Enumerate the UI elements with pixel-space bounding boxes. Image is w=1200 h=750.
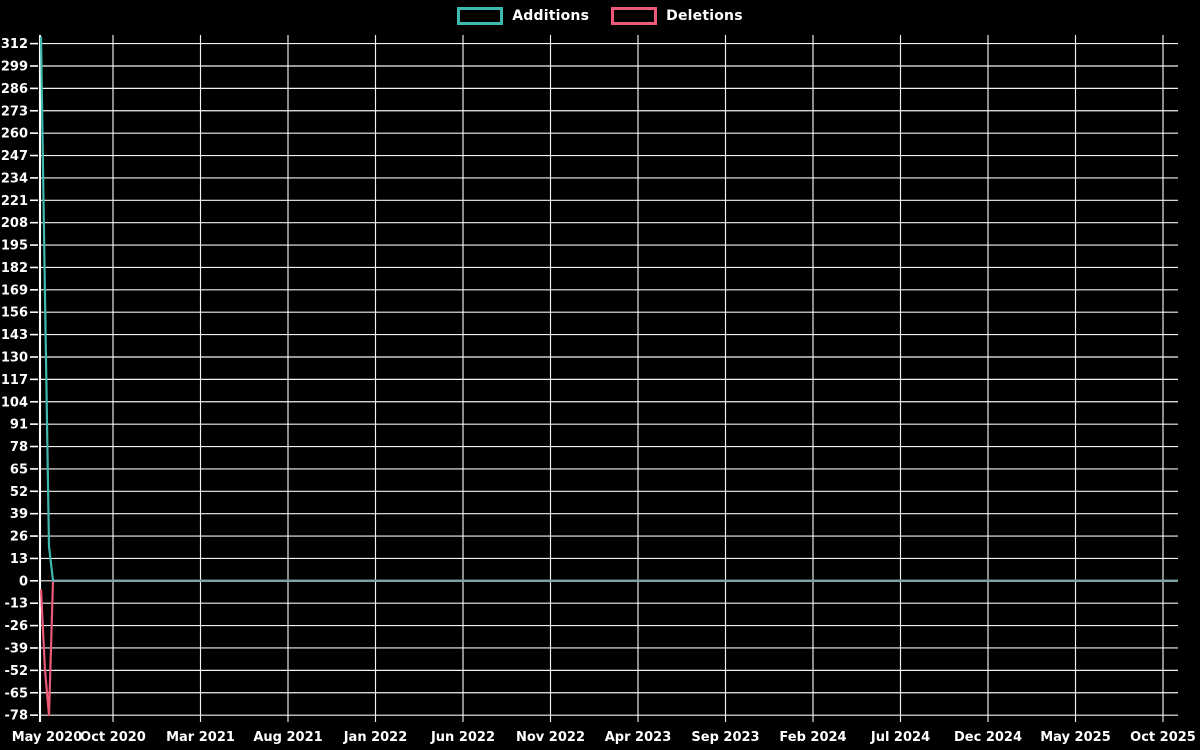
y-tick-label: 26	[10, 530, 28, 545]
y-axis-labels: 3122992862732602472342212081951821691561…	[1, 37, 28, 724]
y-tick-label: 312	[1, 37, 28, 52]
y-tick-label: 117	[1, 373, 28, 388]
y-tick-label: 221	[1, 194, 28, 209]
y-tick-label: 13	[10, 552, 28, 567]
x-tick-label: Feb 2024	[779, 730, 846, 745]
legend-item-deletions[interactable]: Deletions	[611, 7, 743, 25]
deletions-swatch-icon	[611, 7, 658, 25]
x-tick-label: Dec 2024	[954, 730, 1022, 745]
additions-legend-label: Additions	[512, 8, 590, 24]
deletions-legend-label: Deletions	[666, 8, 743, 24]
y-tick-label: -65	[5, 686, 29, 701]
additions-swatch-icon	[457, 7, 504, 25]
y-tick-label: -26	[5, 619, 29, 634]
additions-series-line	[39, 36, 1178, 582]
y-tick-label: 273	[1, 104, 28, 119]
x-tick-label: Oct 2025	[1130, 730, 1196, 745]
y-tick-label: 286	[1, 82, 28, 97]
x-tick-label: Apr 2023	[605, 730, 672, 745]
x-tick-label: Oct 2020	[80, 730, 146, 745]
y-tick-label: 91	[10, 418, 28, 433]
y-tick-label: -52	[5, 664, 29, 679]
y-tick-label: 65	[10, 462, 28, 477]
x-tick-label: Nov 2022	[516, 730, 585, 745]
x-tick-label: Aug 2021	[253, 730, 322, 745]
y-tick-label: 0	[19, 574, 28, 589]
x-tick-label: May 2020	[12, 730, 83, 745]
x-tick-label: Jan 2022	[343, 730, 408, 745]
y-tick-label: -78	[5, 709, 29, 724]
y-tick-label: 169	[1, 283, 28, 298]
chart-legend: Additions Deletions	[0, 7, 1200, 25]
y-tick-label: 195	[1, 239, 28, 254]
y-tick-label: -39	[5, 641, 29, 656]
x-tick-label: Mar 2021	[166, 730, 235, 745]
y-tick-label: 104	[1, 395, 28, 410]
x-tick-label: Jul 2024	[870, 730, 930, 745]
y-tick-label: 299	[1, 59, 28, 74]
x-gridlines	[112, 35, 1164, 722]
y-tick-label: 208	[1, 216, 28, 231]
y-tick-label: 234	[1, 171, 28, 186]
y-tick-label: 156	[1, 306, 28, 321]
legend-item-additions[interactable]: Additions	[457, 7, 589, 25]
x-tick-label: Sep 2023	[691, 730, 759, 745]
y-tick-label: 247	[1, 149, 28, 164]
x-tick-label: Jun 2022	[430, 730, 495, 745]
y-tick-label: 52	[10, 485, 28, 500]
y-tick-label: 182	[1, 261, 28, 276]
y-tick-label: 39	[10, 507, 28, 522]
y-tick-label: 260	[1, 127, 28, 142]
y-tick-label: 130	[1, 350, 28, 365]
y-tick-label: 78	[10, 440, 28, 455]
y-gridlines	[40, 43, 1178, 716]
y-tick-label: 143	[1, 328, 28, 343]
y-tick-label: -13	[5, 597, 29, 612]
y-tick-marks	[30, 42, 38, 716]
x-tick-label: May 2025	[1040, 730, 1111, 745]
